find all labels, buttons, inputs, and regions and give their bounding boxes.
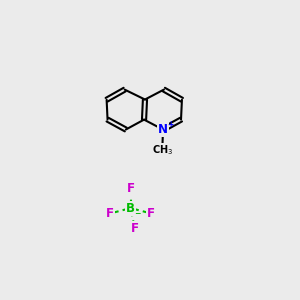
Text: F: F: [106, 207, 114, 220]
Text: +: +: [167, 120, 173, 129]
Text: −: −: [134, 209, 140, 218]
Text: B: B: [126, 202, 135, 214]
Text: F: F: [147, 207, 155, 220]
Text: CH$_3$: CH$_3$: [152, 143, 173, 157]
Text: F: F: [131, 222, 139, 236]
Text: N: N: [158, 123, 168, 136]
Text: F: F: [127, 182, 135, 195]
